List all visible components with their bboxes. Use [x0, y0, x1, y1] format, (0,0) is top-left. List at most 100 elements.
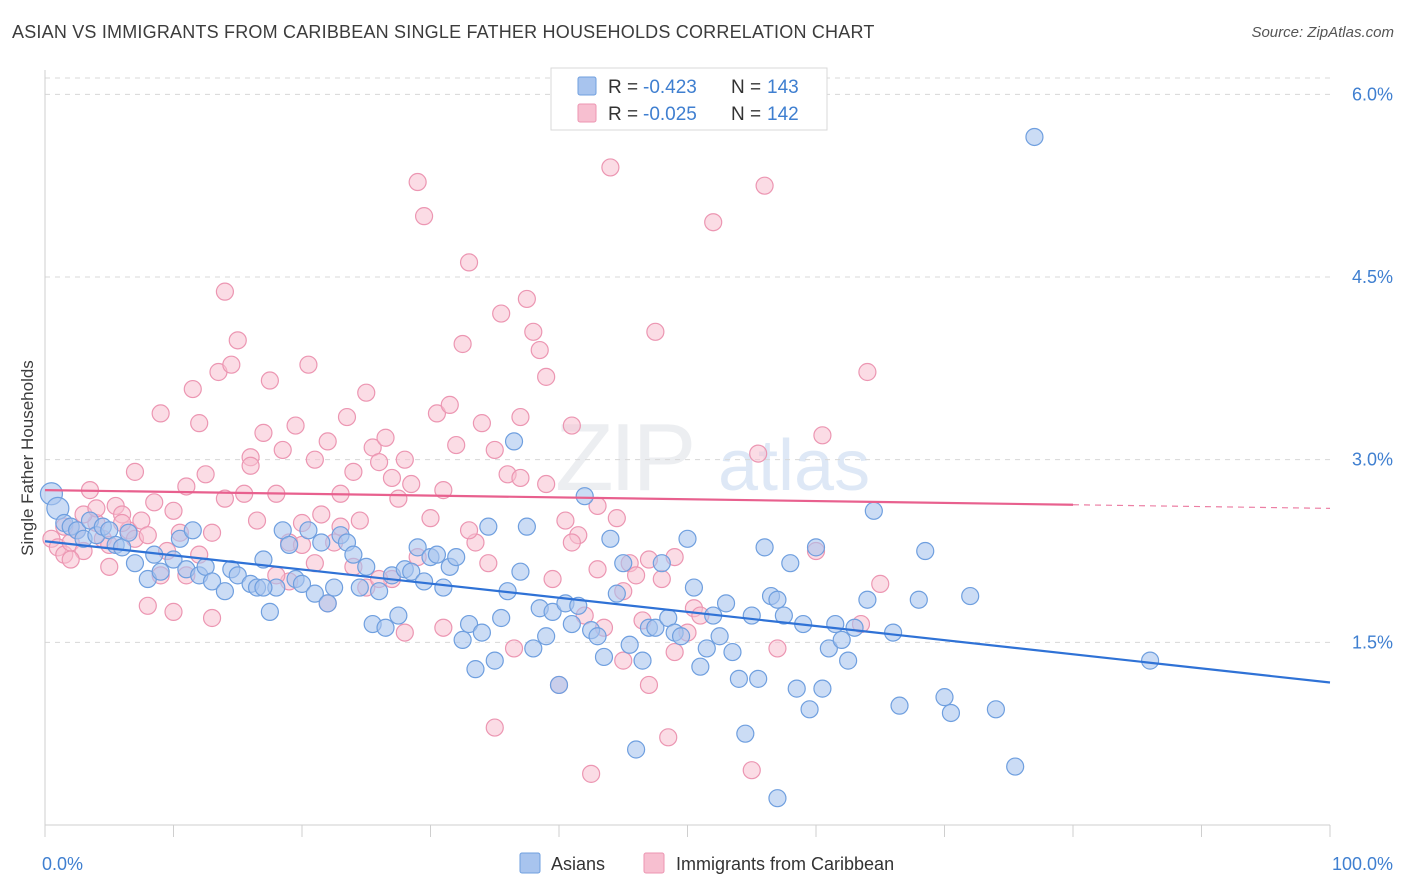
caribbean-point: [453, 334, 472, 354]
asian-point: [633, 651, 652, 670]
asian-point: [389, 606, 408, 625]
asian-point: [1006, 757, 1025, 776]
asian-point: [781, 554, 800, 573]
asian-point: [729, 669, 749, 688]
caribbean-point: [646, 322, 665, 341]
asian-point: [350, 578, 369, 597]
caribbean-point: [459, 521, 479, 540]
asian-point: [864, 501, 883, 520]
asian-point: [215, 582, 234, 601]
caribbean-point: [273, 440, 292, 460]
caribbean-point: [312, 505, 331, 524]
asian-point: [466, 660, 485, 679]
asian-point: [357, 557, 376, 576]
y-tick-labels: 1.5% 3.0% 4.5% 6.0%: [1352, 84, 1393, 652]
caribbean-point: [299, 355, 318, 374]
asian-point: [549, 675, 569, 695]
caribbean-point: [286, 416, 305, 435]
legend-swatch-caribbean: [577, 103, 597, 123]
asian-point: [710, 627, 729, 646]
legend-r-value-caribbean: -0.025: [643, 104, 697, 125]
asian-point: [170, 529, 190, 548]
caribbean-point: [601, 158, 620, 177]
caribbean-point: [704, 213, 723, 232]
caribbean-point: [202, 608, 222, 628]
asian-point: [427, 545, 447, 564]
asian-point: [723, 642, 742, 662]
asian-point: [299, 521, 318, 540]
caribbean-point: [350, 511, 369, 530]
asian-point: [678, 529, 697, 548]
asian-point: [684, 578, 704, 597]
asian-point: [941, 703, 961, 723]
y-tick-label: 3.0%: [1352, 450, 1393, 470]
asian-point: [472, 623, 491, 642]
asian-point: [479, 517, 498, 536]
caribbean-point: [871, 574, 890, 593]
caribbean-point: [504, 639, 524, 658]
caribbean-point: [318, 432, 337, 451]
caribbean-point: [556, 511, 575, 530]
caribbean-point: [138, 526, 157, 545]
asian-point: [447, 547, 466, 567]
asian-point: [813, 679, 832, 698]
caribbean-point: [202, 523, 222, 542]
asian-point: [890, 696, 909, 715]
asian-point: [569, 596, 588, 615]
asian-point: [511, 562, 530, 581]
caribbean-point: [768, 639, 787, 658]
y-tick-label: 4.5%: [1352, 267, 1393, 287]
caribbean-point: [511, 468, 530, 488]
x-tick-labels: 0.0% 100.0%: [42, 854, 1393, 874]
asian-point: [826, 614, 845, 634]
asian-point: [434, 578, 453, 597]
caribbean-point: [408, 172, 427, 192]
caribbean-point: [537, 474, 556, 494]
y-tick-label: 6.0%: [1352, 84, 1393, 104]
caribbean-point: [626, 566, 646, 585]
caribbean-point: [138, 596, 157, 615]
caribbean-point: [215, 282, 234, 301]
asian-point: [916, 541, 935, 561]
caribbean-point: [440, 395, 459, 414]
x-tick-label: 100.0%: [1332, 854, 1393, 874]
caribbean-point: [305, 450, 324, 469]
asian-point: [607, 584, 626, 603]
y-tick-label: 1.5%: [1352, 632, 1393, 652]
caribbean-point: [582, 764, 601, 783]
asian-point: [125, 554, 145, 573]
asian-point: [755, 538, 774, 557]
asian-point: [408, 538, 427, 557]
source-label: Source: ZipAtlas.com: [1251, 24, 1394, 41]
caribbean-point: [305, 554, 324, 573]
caribbean-point: [537, 367, 556, 386]
caribbean-point: [125, 462, 145, 481]
caribbean-point: [100, 557, 119, 576]
asian-point: [524, 639, 543, 658]
asian-point: [344, 545, 363, 564]
caribbean-point: [370, 453, 389, 472]
caribbean-point: [402, 474, 421, 494]
asian-point: [517, 517, 536, 536]
asian-point: [260, 602, 279, 621]
asian-point: [845, 618, 864, 637]
caribbean-point: [344, 462, 363, 481]
caribbean-point: [357, 383, 376, 402]
caribbean-point: [749, 444, 768, 463]
asian-point: [839, 651, 858, 670]
asian-trend-line: [44, 540, 1331, 684]
asian-point: [716, 594, 736, 613]
asian-point: [832, 630, 851, 650]
asian-point: [402, 562, 421, 581]
asian-point: [961, 586, 980, 606]
asian-point: [492, 608, 511, 628]
asian-point: [575, 487, 594, 506]
caribbean-point: [151, 404, 170, 423]
asian-point: [562, 614, 581, 634]
asian-point: [119, 523, 138, 542]
asian-point: [254, 578, 273, 597]
legend-r-value-asian: -0.423: [643, 77, 697, 98]
asian-point: [1140, 651, 1160, 670]
caribbean-point: [755, 176, 774, 195]
caribbean-point: [517, 289, 536, 309]
